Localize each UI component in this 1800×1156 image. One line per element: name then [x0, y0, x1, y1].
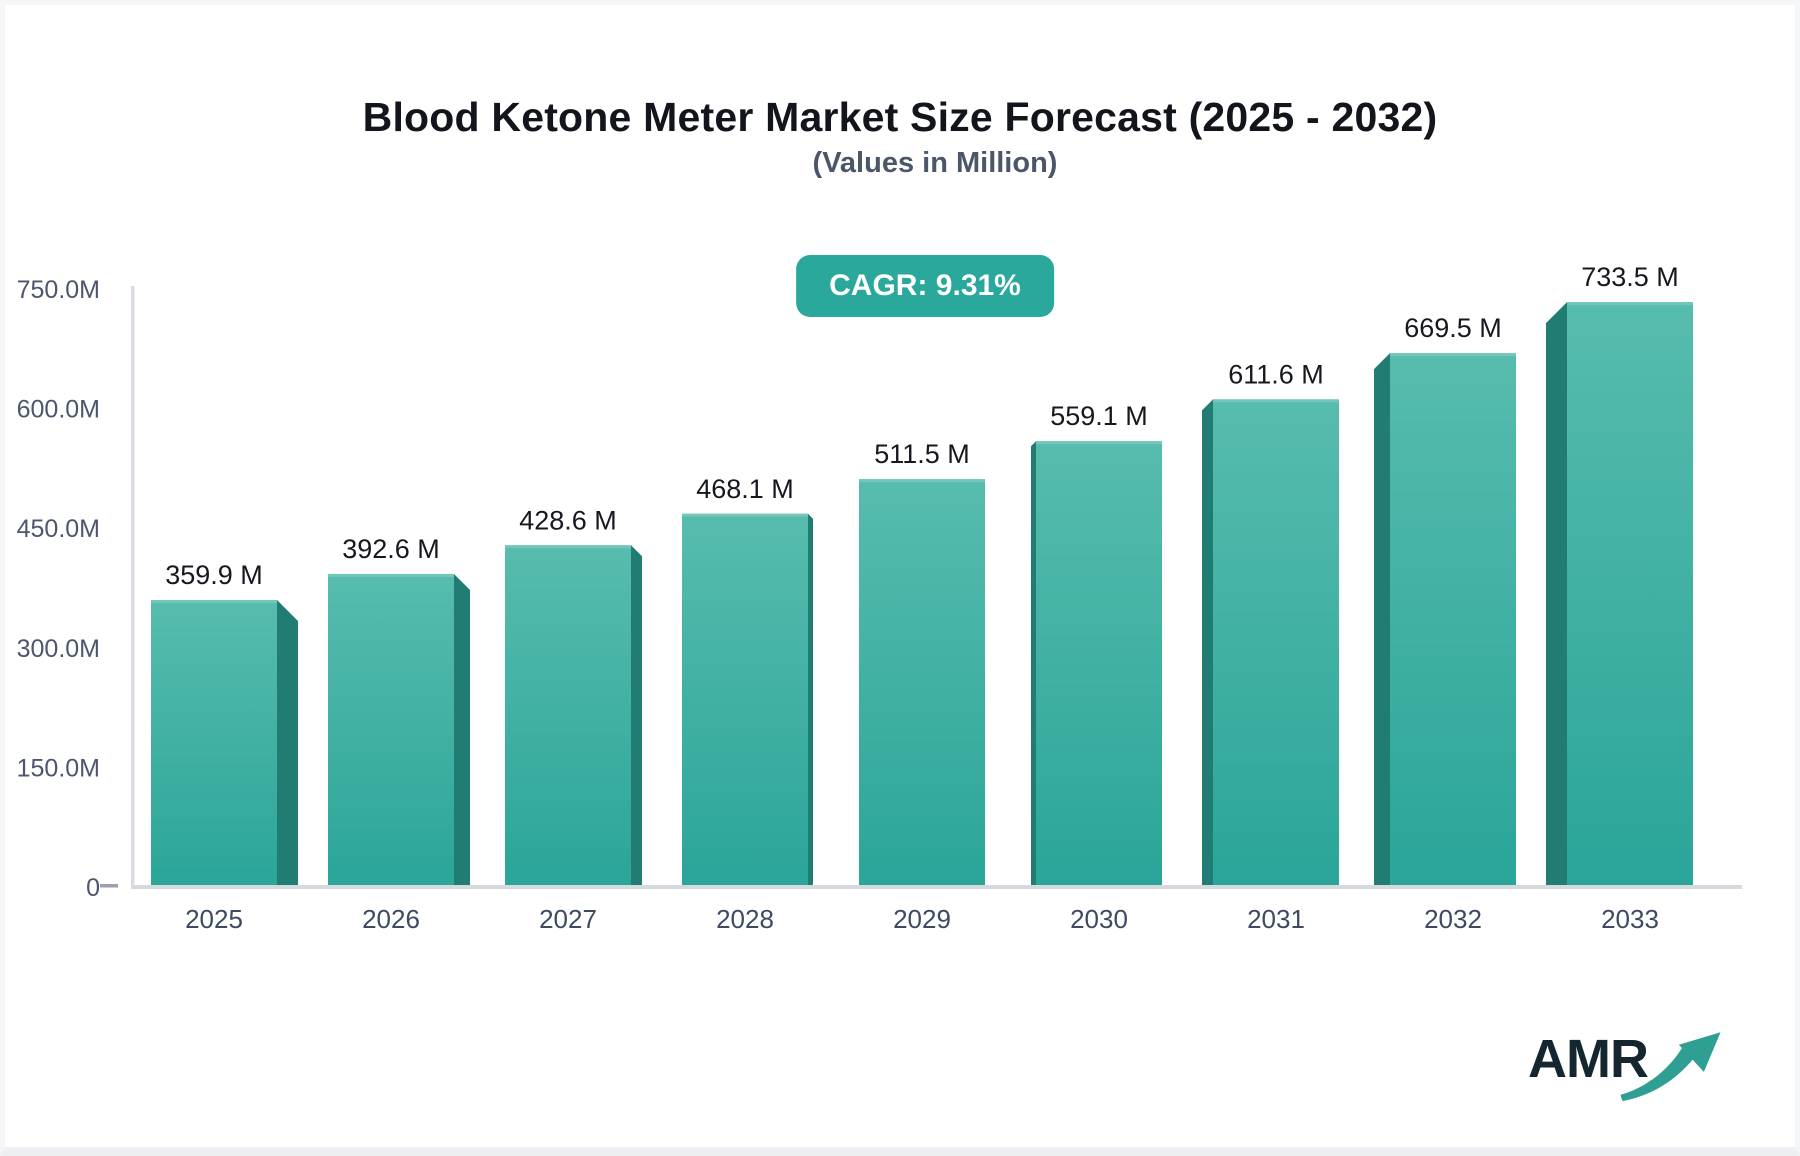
bar-2029	[859, 479, 985, 889]
growth-arrow-swoosh	[1620, 1042, 1698, 1102]
bar-side-3d	[631, 545, 642, 888]
bar-value-label: 468.1 M	[696, 474, 794, 504]
bar-2025	[151, 600, 277, 889]
bar-2033	[1567, 302, 1693, 889]
y-axis-tick-label: 300.0M	[17, 635, 100, 663]
y-axis-line	[131, 286, 135, 889]
bar-side-3d	[277, 600, 298, 888]
x-axis-label: 2027	[539, 904, 597, 934]
x-axis-label: 2026	[362, 904, 420, 934]
bar-2026	[328, 573, 454, 889]
x-axis-label: 2028	[716, 904, 774, 934]
chart-title: Blood Ketone Meter Market Size Forecast …	[362, 94, 1438, 140]
x-axis-line	[133, 885, 1742, 889]
x-axis-label: 2030	[1070, 904, 1128, 934]
bar-value-label: 559.1 M	[1050, 401, 1148, 431]
bar-value-label: 359.9 M	[165, 560, 263, 590]
bar-2032	[1390, 353, 1516, 890]
cagr-badge: CAGR: 9.31%	[796, 255, 1054, 317]
x-axis-label: 2033	[1601, 904, 1659, 934]
zero-tick-mark	[100, 884, 118, 888]
y-axis-tick-label: 150.0M	[17, 754, 100, 782]
bar-side-3d	[808, 513, 813, 888]
x-axis-label: 2031	[1247, 904, 1305, 934]
bar-top-edge	[1036, 441, 1162, 445]
y-axis-tick-label: 0	[86, 874, 100, 902]
bar-2030	[1036, 441, 1162, 889]
y-axis-tick-label: 450.0M	[17, 515, 100, 543]
bar-side-3d	[1374, 353, 1390, 889]
bar-side-3d	[1546, 302, 1567, 888]
bar-top-edge	[1567, 302, 1693, 306]
bar-2027	[505, 545, 631, 889]
bar-side-3d	[1031, 441, 1036, 888]
bar-value-label: 669.5 M	[1404, 313, 1502, 343]
bar-top-edge	[151, 600, 277, 604]
amr-logo-text: AMR	[1528, 1029, 1649, 1089]
bar-value-label: 733.5 M	[1581, 262, 1679, 292]
bar-2028	[682, 513, 808, 889]
bar-value-label: 511.5 M	[874, 439, 970, 469]
bar-top-edge	[328, 573, 454, 577]
bar-top-edge	[1390, 353, 1516, 357]
growth-arrow-icon	[1620, 1032, 1721, 1102]
chart-subtitle: (Values in Million)	[812, 147, 1058, 179]
amr-logo: AMR	[1528, 1032, 1758, 1132]
bar-2031	[1213, 399, 1339, 889]
x-axis-label: 2025	[185, 904, 243, 934]
bar-value-label: 428.6 M	[519, 505, 617, 535]
growth-arrow-head	[1678, 1032, 1721, 1072]
bar-side-3d	[454, 573, 470, 888]
y-axis-tick-label: 600.0M	[17, 396, 100, 424]
bar-value-label: 392.6 M	[342, 534, 440, 564]
bar-top-edge	[1213, 399, 1339, 403]
x-axis-label: 2029	[893, 904, 951, 934]
cagr-badge-label: CAGR: 9.31%	[829, 269, 1021, 302]
bar-top-edge	[682, 513, 808, 517]
y-axis-tick-label: 750.0M	[17, 276, 100, 304]
x-axis-label: 2032	[1424, 904, 1482, 934]
bar-top-edge	[505, 545, 631, 549]
bar-side-3d	[1202, 399, 1213, 888]
bar-value-label: 611.6 M	[1228, 359, 1324, 389]
bar-top-edge	[859, 479, 985, 483]
